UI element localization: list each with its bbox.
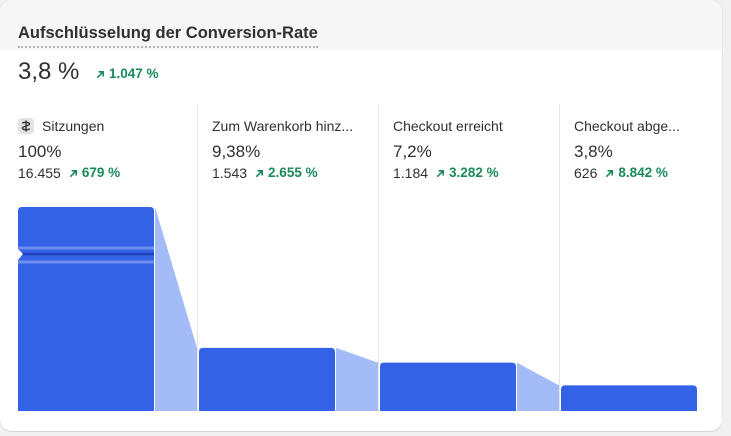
arrow-up-right-icon <box>437 169 445 177</box>
step-label-checkout-reached: Checkout erreicht <box>393 118 503 134</box>
step-count-row: 1.543 2.655 % <box>212 165 318 181</box>
step-label-checkout-completed: Checkout abge... <box>574 118 680 134</box>
step-change: 679 % <box>69 165 120 181</box>
step-change-value: 8.842 % <box>618 165 668 180</box>
step-change: 3.282 % <box>436 165 499 181</box>
step-percent: 3,8% <box>574 142 613 161</box>
step-change-value: 2.655 % <box>268 165 318 180</box>
conversion-rate-value: 3,8 % <box>18 58 80 85</box>
step-count-row: 16.455 679 % <box>18 165 120 181</box>
step-change-value: 679 % <box>81 165 121 180</box>
step-label-text: Checkout abge... <box>574 118 680 134</box>
funnel-bar[interactable] <box>199 347 335 411</box>
step-label-add-to-cart: Zum Warenkorb hinz... <box>212 118 353 134</box>
card-title[interactable]: Aufschlüsselung der Conversion-Rate <box>18 23 318 48</box>
step-change: 8.842 % <box>605 165 668 181</box>
funnel-bar[interactable] <box>380 362 516 411</box>
step-count: 16.455 <box>18 165 61 181</box>
funnel-bar[interactable] <box>561 385 697 411</box>
step-count-row: 626 8.842 % <box>574 165 668 181</box>
funnel-connector <box>336 347 378 411</box>
axis-break-lines <box>18 246 154 264</box>
funnel-connector <box>517 362 559 411</box>
step-count: 1.543 <box>212 165 248 181</box>
column-divider <box>378 104 379 412</box>
axis-break-notch <box>18 249 23 260</box>
conversion-rate-change-value: 1.047 % <box>109 66 159 81</box>
step-label-text: Zum Warenkorb hinz... <box>212 118 354 134</box>
step-label-sessions: Sitzungen <box>18 118 104 134</box>
step-label-text: Sitzungen <box>42 118 105 134</box>
conversion-rate-change: 1.047 % <box>96 66 159 82</box>
funnel-connector <box>155 207 197 411</box>
sessions-icon <box>18 118 34 134</box>
arrow-up-right-icon <box>96 70 105 78</box>
step-percent: 9,38% <box>212 142 261 161</box>
step-count: 1.184 <box>393 165 429 181</box>
step-change: 2.655 % <box>255 165 318 181</box>
arrow-up-right-icon <box>69 169 77 177</box>
step-count-row: 1.184 3.282 % <box>393 165 499 181</box>
funnel-chart <box>18 207 697 411</box>
step-percent: 100% <box>18 142 62 161</box>
column-divider <box>197 104 198 412</box>
step-count: 626 <box>574 165 598 181</box>
funnel-bar[interactable] <box>18 207 154 411</box>
arrow-up-right-icon <box>256 169 264 177</box>
column-divider <box>559 104 560 412</box>
step-label-text: Checkout erreicht <box>393 118 503 134</box>
card-header <box>0 0 722 50</box>
arrow-up-right-icon <box>606 169 614 177</box>
conversion-breakdown-card: Aufschlüsselung der Conversion-Rate 3,8 … <box>0 0 722 431</box>
step-change-value: 3.282 % <box>449 165 499 180</box>
step-percent: 7,2% <box>393 142 432 161</box>
